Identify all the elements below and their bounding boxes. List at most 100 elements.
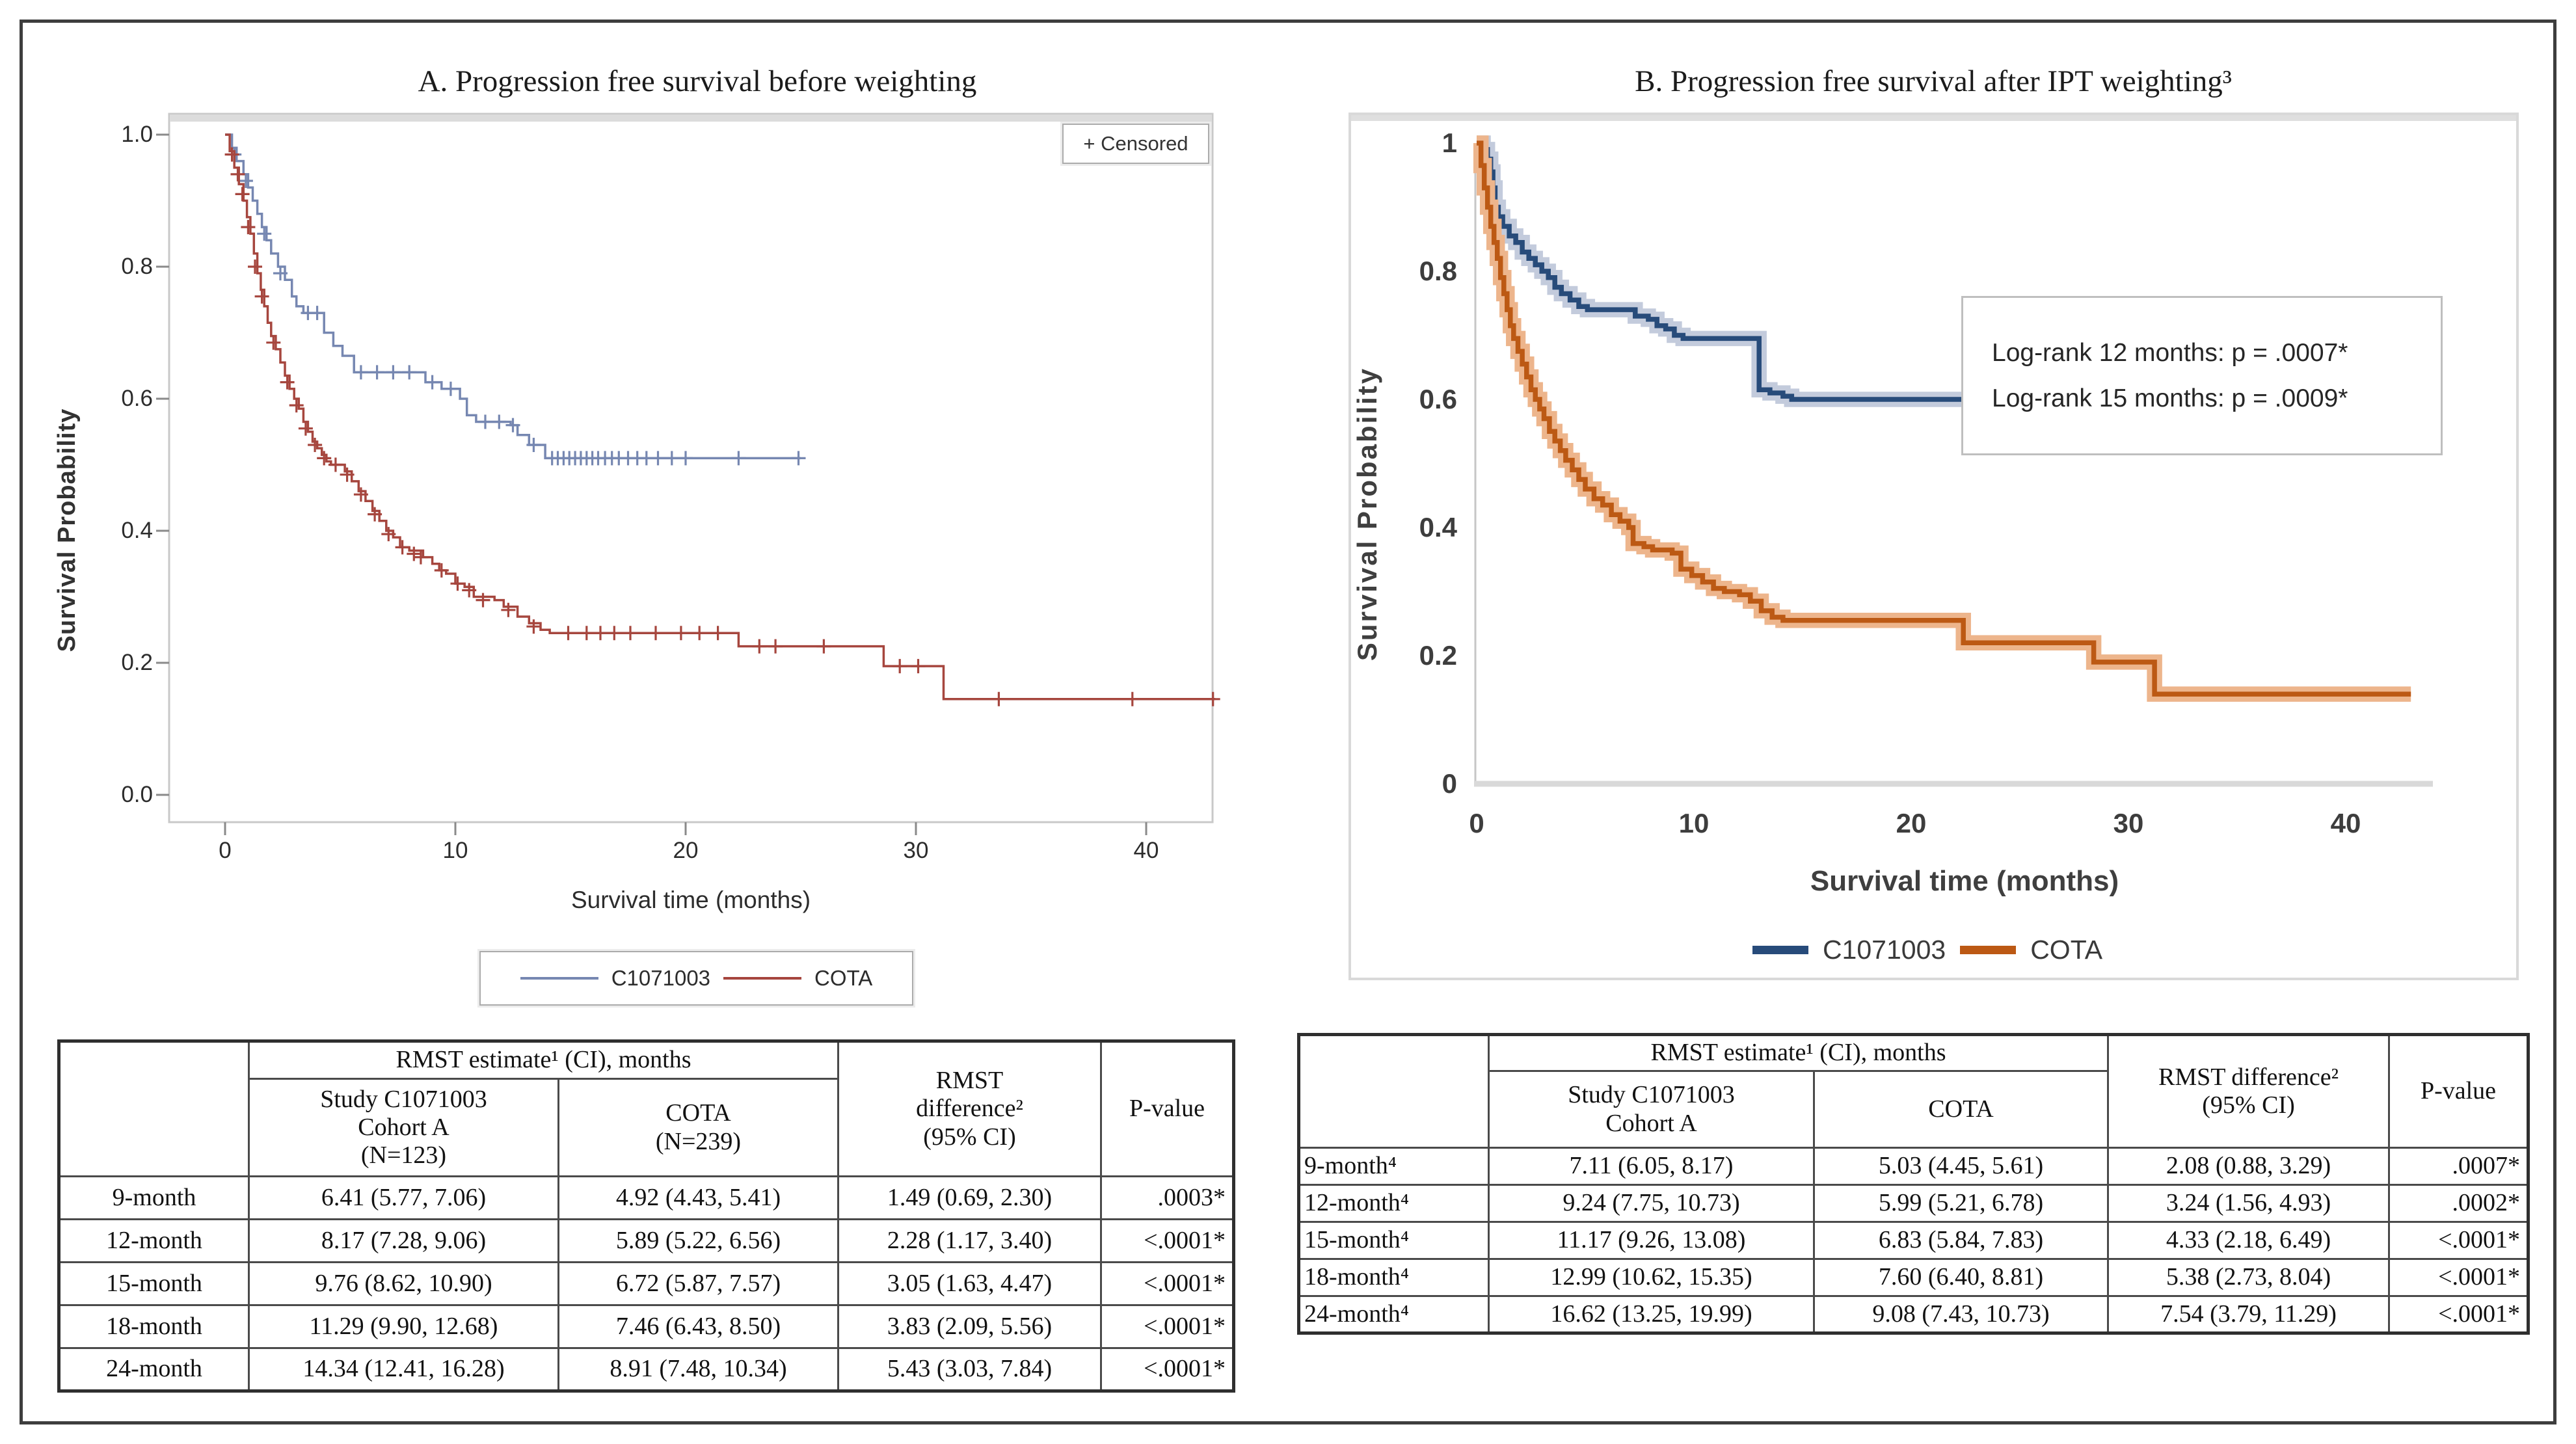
cell-study-estimate: 6.41 (5.77, 7.06) <box>248 1175 559 1220</box>
table-b-header-row-1: RMST estimate¹ (CI), months RMST differe… <box>1298 1034 2530 1149</box>
cell-pvalue: .0007* <box>2388 1147 2530 1186</box>
y-tick-label: 0 <box>1442 768 1457 799</box>
table-a-header-cota: COTA (N=239) <box>557 1078 840 1177</box>
y-tick-label: 0.8 <box>121 254 153 279</box>
x-tick-label: 40 <box>2330 808 2361 838</box>
cell-cota-estimate: 7.46 (6.43, 8.50) <box>557 1304 840 1349</box>
legend-label-cota: COTA <box>2030 934 2103 965</box>
km-chart-b <box>1348 113 2519 980</box>
row-label: 18-month <box>58 1304 250 1349</box>
km-chart-a <box>156 113 1220 835</box>
cell-cota-estimate: 4.92 (4.43, 5.41) <box>557 1175 840 1220</box>
y-tick-label: 0.6 <box>121 386 153 411</box>
cell-difference: 5.43 (3.03, 7.84) <box>837 1347 1103 1392</box>
row-label: 24-month <box>58 1347 250 1392</box>
table-row: 24-month⁴ 16.62 (13.25, 19.99) 9.08 (7.4… <box>1298 1295 2530 1334</box>
table-b-header-difference: RMST difference² (95% CI) <box>2107 1034 2391 1149</box>
cell-pvalue: <.0001* <box>1100 1304 1235 1349</box>
cell-difference: 1.49 (0.69, 2.30) <box>837 1175 1103 1220</box>
cell-difference: 4.33 (2.18, 6.49) <box>2107 1221 2391 1260</box>
y-tick-label: 0.0 <box>121 782 153 807</box>
legend-line-cota <box>723 977 802 980</box>
row-label: 9-month⁴ <box>1298 1147 1490 1186</box>
row-label: 15-month⁴ <box>1298 1221 1490 1260</box>
cell-cota-estimate: 5.03 (4.45, 5.61) <box>1812 1147 2110 1186</box>
censored-legend-box: + Censored <box>1062 124 1209 164</box>
cell-study-estimate: 7.11 (6.05, 8.17) <box>1488 1147 1815 1186</box>
table-a-header-row-1: RMST estimate¹ (CI), months RMST differe… <box>58 1040 1235 1177</box>
cell-cota-estimate: 6.72 (5.87, 7.57) <box>557 1261 840 1306</box>
table-row: 9-month⁴ 7.11 (6.05, 8.17) 5.03 (4.45, 5… <box>1298 1147 2530 1186</box>
cell-pvalue: <.0001* <box>2388 1221 2530 1260</box>
legend-label-cota: COTA <box>814 966 873 990</box>
cell-cota-estimate: 6.83 (5.84, 7.83) <box>1812 1221 2110 1260</box>
table-a-header-row-2: Study C1071003 Cohort A (N=123) COTA (N=… <box>59 1078 1234 1177</box>
x-tick-label: 30 <box>2113 808 2144 838</box>
row-label: 15-month <box>58 1261 250 1306</box>
legend-label-c1071003: C1071003 <box>1822 934 1946 965</box>
table-b-header-cota: COTA <box>1812 1070 2110 1149</box>
cell-study-estimate: 11.29 (9.90, 12.68) <box>248 1304 559 1349</box>
legend-a: C1071003 COTA <box>479 951 913 1006</box>
panel-b-title: B. Progression free survival after IPT w… <box>1635 64 2232 98</box>
row-label: 12-month⁴ <box>1298 1184 1490 1223</box>
cell-difference: 2.28 (1.17, 3.40) <box>837 1218 1103 1263</box>
table-a-header-pvalue: P-value <box>1100 1040 1235 1177</box>
x-tick-label: 20 <box>673 838 699 863</box>
cell-difference: 2.08 (0.88, 3.29) <box>2107 1147 2391 1186</box>
row-label: 24-month⁴ <box>1298 1295 1490 1334</box>
cell-pvalue: <.0001* <box>2388 1295 2530 1334</box>
row-label: 12-month <box>58 1218 250 1263</box>
rmst-table-b: RMST estimate¹ (CI), months RMST differe… <box>1297 1033 2530 1335</box>
x-axis-label-a: Survival time (months) <box>570 887 811 913</box>
table-b-header-estimate: RMST estimate¹ (CI), months <box>1487 1034 2110 1072</box>
table-row: 24-month 14.34 (12.41, 16.28) 8.91 (7.48… <box>58 1347 1235 1392</box>
cell-pvalue: .0003* <box>1100 1175 1235 1220</box>
table-row: 18-month⁴ 12.99 (10.62, 15.35) 7.60 (6.4… <box>1298 1258 2530 1297</box>
cell-pvalue: <.0001* <box>1100 1347 1235 1392</box>
y-tick-label: 0.2 <box>1419 640 1457 671</box>
cell-pvalue: <.0001* <box>2388 1258 2530 1297</box>
cell-cota-estimate: 7.60 (6.40, 8.81) <box>1812 1258 2110 1297</box>
legend-line-c1071003 <box>520 977 598 980</box>
table-a-header-difference: RMST difference² (95% CI) <box>837 1040 1103 1177</box>
censor-marks-COTA <box>224 147 1220 706</box>
legend-label-c1071003: C1071003 <box>611 966 711 990</box>
y-tick-label: 1.0 <box>121 122 153 147</box>
y-axis-label-b: Survival Probability <box>1352 366 1382 662</box>
x-axis-label-b: Survival time (months) <box>1810 865 2119 897</box>
table-row: 12-month 8.17 (7.28, 9.06) 5.89 (5.22, 6… <box>58 1218 1235 1263</box>
plot-top-strip-a <box>170 114 1212 122</box>
y-tick-label: 0.2 <box>121 650 153 675</box>
y-tick-label: 0.6 <box>1419 384 1457 414</box>
cell-difference: 3.83 (2.09, 5.56) <box>837 1304 1103 1349</box>
cell-pvalue: <.0001* <box>1100 1218 1235 1263</box>
panel-a-title: A. Progression free survival before weig… <box>418 64 977 98</box>
x-tick-label: 30 <box>903 838 929 863</box>
logrank-15-months: Log-rank 15 months: p = .0009* <box>1992 384 2348 412</box>
table-a-header-estimate: RMST estimate¹ (CI), months <box>247 1040 840 1080</box>
cell-study-estimate: 8.17 (7.28, 9.06) <box>248 1218 559 1263</box>
table-row: 12-month⁴ 9.24 (7.75, 10.73) 5.99 (5.21,… <box>1298 1184 2530 1223</box>
cell-cota-estimate: 5.99 (5.21, 6.78) <box>1812 1184 2110 1223</box>
table-b-corner <box>1298 1034 1490 1149</box>
censored-label: + Censored <box>1083 132 1188 155</box>
cell-study-estimate: 16.62 (13.25, 19.99) <box>1488 1295 1815 1334</box>
y-axis-label-a: Survival Probability <box>53 408 81 652</box>
cell-pvalue: <.0001* <box>1100 1261 1235 1306</box>
table-a-header-study: Study C1071003 Cohort A (N=123) <box>248 1078 559 1177</box>
cell-study-estimate: 14.34 (12.41, 16.28) <box>248 1347 559 1392</box>
table-row: 18-month 11.29 (9.90, 12.68) 7.46 (6.43,… <box>58 1304 1235 1349</box>
plot-frame-a <box>168 113 1214 823</box>
x-tick-label: 0 <box>1469 808 1484 838</box>
table-row: 15-month⁴ 11.17 (9.26, 13.08) 6.83 (5.84… <box>1298 1221 2530 1260</box>
survival-curves-a <box>224 133 1220 706</box>
rmst-table-a: RMST estimate¹ (CI), months RMST differe… <box>57 1039 1236 1393</box>
logrank-annotation-box: Log-rank 12 months: p = .0007* Log-rank … <box>1961 296 2443 455</box>
cell-study-estimate: 12.99 (10.62, 15.35) <box>1488 1258 1815 1297</box>
legend-b: C1071003 COTA <box>1602 929 2253 970</box>
y-tick-label: 0.4 <box>1419 512 1457 542</box>
x-tick-label: 10 <box>1678 808 1710 838</box>
cell-cota-estimate: 5.89 (5.22, 6.56) <box>557 1218 840 1263</box>
